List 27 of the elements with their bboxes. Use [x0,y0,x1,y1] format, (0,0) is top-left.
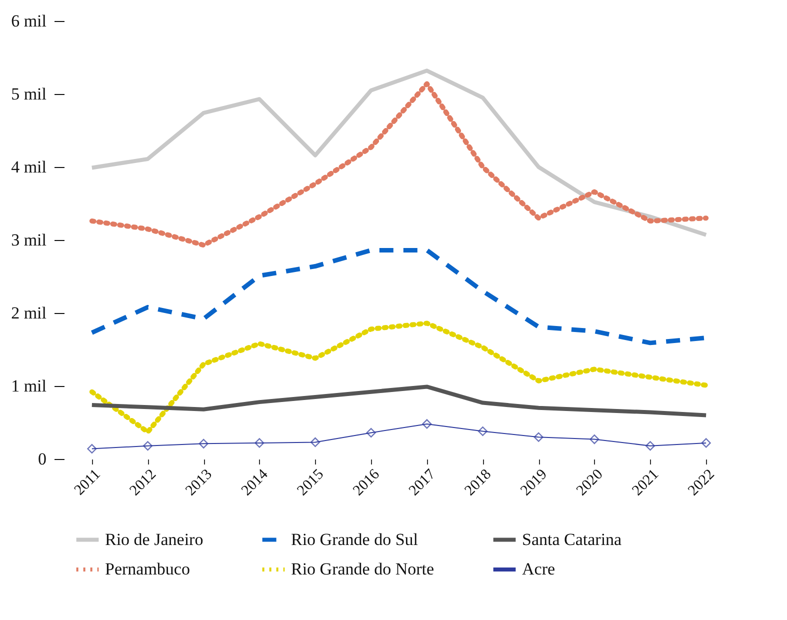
y-tick-label: 4 mil [11,158,47,176]
legend-label: Acre [522,560,556,578]
x-tick-label: 2011 [72,466,104,499]
point [590,434,600,444]
point [366,428,376,438]
legend-label: Rio de Janeiro [105,530,204,549]
legend-label: Pernambuco [105,560,190,578]
point [87,444,97,454]
point [422,419,432,429]
y-tick-label: 6 mil [11,12,47,30]
point [254,438,264,448]
y-tick-label: 3 mil [11,230,47,250]
y-tick-label: 2 mil [11,304,47,322]
legend-label: Rio Grande do Sul [291,530,418,549]
legend-label: Rio Grande do Norte [291,560,434,578]
y-tick-label: 5 mil [11,84,47,104]
y-tick-label: 0 [38,450,46,468]
legend-label: Santa Catarina [522,530,622,549]
line-series [90,384,708,418]
point [198,438,208,448]
point [534,432,544,442]
point [310,437,320,447]
point [701,438,711,448]
y-tick-label: 1 mil [11,376,47,396]
point [478,426,488,436]
point [645,441,656,451]
point [142,441,153,451]
